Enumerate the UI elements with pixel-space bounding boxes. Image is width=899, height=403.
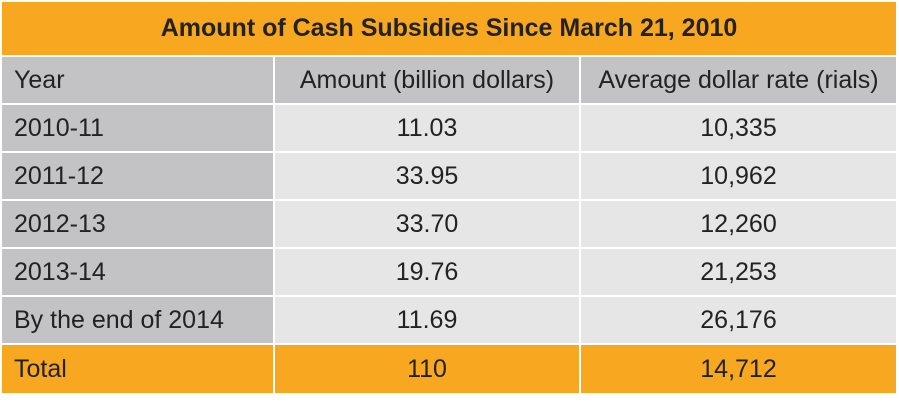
row-amount: 11.03 [275,105,581,153]
row-year: 2011-12 [2,153,275,201]
row-year: 2013-14 [2,249,275,297]
row-rate: 26,176 [581,297,896,345]
row-amount: 19.76 [275,249,581,297]
table-row: 2013-14 19.76 21,253 [2,249,896,297]
total-amount: 110 [275,345,581,393]
row-rate: 12,260 [581,201,896,249]
subsidies-table: Year Amount (billion dollars) Average do… [2,57,896,393]
row-amount: 33.70 [275,201,581,249]
row-year: 2012-13 [2,201,275,249]
table-row: 2012-13 33.70 12,260 [2,201,896,249]
header-rate: Average dollar rate (rials) [581,57,896,105]
total-label: Total [2,345,275,393]
row-amount: 11.69 [275,297,581,345]
table-row: 2010-11 11.03 10,335 [2,105,896,153]
row-amount: 33.95 [275,153,581,201]
header-year: Year [2,57,275,105]
table-title: Amount of Cash Subsidies Since March 21,… [2,2,896,55]
total-rate: 14,712 [581,345,896,393]
row-rate: 10,335 [581,105,896,153]
table-row: By the end of 2014 11.69 26,176 [2,297,896,345]
row-rate: 10,962 [581,153,896,201]
total-row: Total 110 14,712 [2,345,896,393]
table-row: 2011-12 33.95 10,962 [2,153,896,201]
row-year: 2010-11 [2,105,275,153]
header-row: Year Amount (billion dollars) Average do… [2,57,896,105]
header-amount: Amount (billion dollars) [275,57,581,105]
row-rate: 21,253 [581,249,896,297]
row-year: By the end of 2014 [2,297,275,345]
